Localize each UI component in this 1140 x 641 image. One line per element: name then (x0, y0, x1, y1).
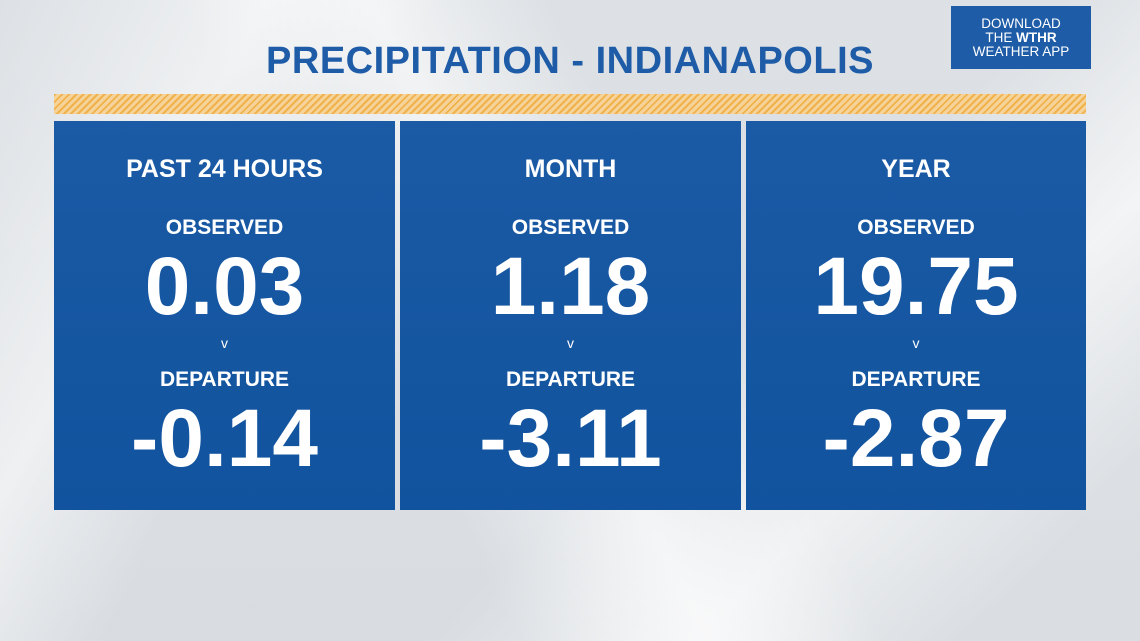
departure-value: -2.87 (822, 393, 1010, 484)
departure-label: DEPARTURE (159, 368, 290, 391)
departure-label: DEPARTURE (851, 368, 981, 391)
observed-label: OBSERVED (857, 216, 975, 239)
app-badge-line2-prefix: THE (985, 29, 1017, 45)
panel-heading: YEAR (881, 155, 951, 183)
decorative-stripe (54, 94, 1086, 114)
app-badge-line2: THE WTHR (951, 29, 1091, 45)
observed-value: 1.18 (490, 241, 651, 332)
panel-month: MONTH OBSERVED 1.18 v DEPARTURE -3.11 (400, 121, 741, 510)
departure-value: -0.14 (131, 393, 318, 484)
panel-year: YEAR OBSERVED 19.75 v DEPARTURE -2.87 (746, 121, 1086, 510)
app-badge-line1: DOWNLOAD (981, 15, 1061, 31)
separator-mark: v (221, 335, 228, 351)
panel-heading: MONTH (524, 155, 617, 183)
download-app-badge[interactable]: DOWNLOAD THE WTHR WEATHER APP (951, 6, 1091, 69)
observed-label: OBSERVED (511, 216, 630, 239)
app-badge-brand: WTHR (1016, 29, 1057, 45)
observed-value: 0.03 (144, 241, 305, 332)
departure-value: -3.11 (479, 393, 662, 484)
observed-label: OBSERVED (165, 216, 284, 239)
separator-mark: v (567, 335, 574, 351)
panel-heading: PAST 24 HOURS (126, 155, 323, 183)
panel-past-24-hours: PAST 24 HOURS OBSERVED 0.03 v DEPARTURE … (54, 121, 395, 510)
separator-mark: v (912, 335, 920, 351)
app-badge-line3: WEATHER APP (972, 43, 1070, 59)
page-title: PRECIPITATION - INDIANAPOLIS (266, 40, 874, 82)
observed-value: 19.75 (813, 241, 1019, 332)
departure-label: DEPARTURE (505, 368, 636, 391)
